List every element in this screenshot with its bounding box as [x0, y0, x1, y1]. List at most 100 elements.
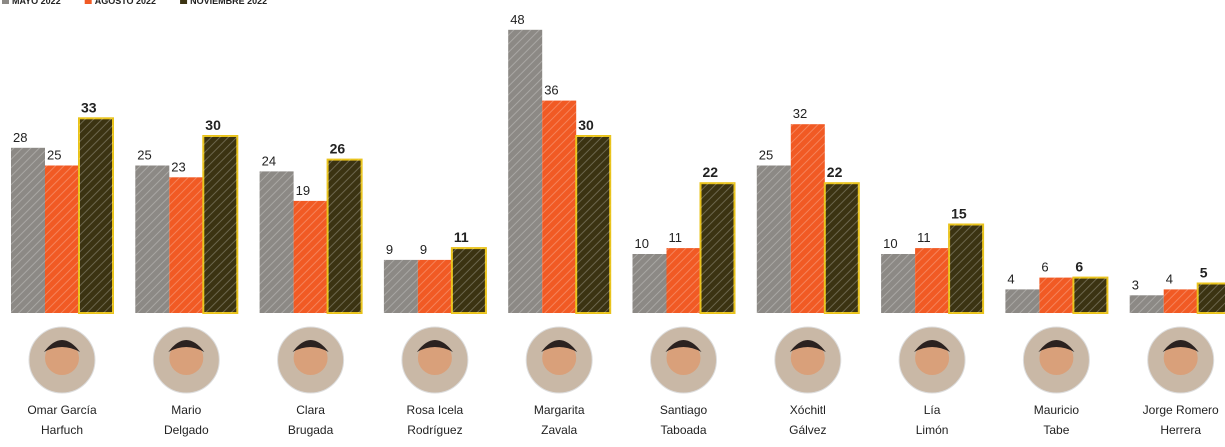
portrait-hair	[914, 340, 951, 352]
x-tick-label: Santiago Taboada	[659, 403, 708, 437]
bar-hatch	[1197, 283, 1225, 313]
bar-hatch	[790, 124, 825, 313]
bar-hatch	[11, 147, 45, 313]
value-label: 19	[296, 183, 310, 198]
x-tick-label: Mario Delgado	[163, 403, 209, 437]
bar-hatch	[576, 136, 611, 313]
value-label: 6	[1075, 259, 1083, 275]
value-label: 3	[1132, 277, 1139, 292]
legend-label: MAYO 2022	[12, 0, 61, 6]
value-label: 32	[793, 106, 807, 121]
x-tick-label: Omar García Harfuch	[27, 403, 97, 437]
bar-hatch	[259, 171, 294, 313]
bar-hatch	[542, 100, 577, 313]
portrait-face	[169, 341, 204, 375]
bar-hatch	[1005, 289, 1040, 313]
bar-hatch	[949, 224, 984, 313]
value-label: 24	[262, 153, 276, 168]
value-label: 15	[951, 206, 967, 222]
portrait-hair	[1038, 340, 1075, 352]
x-tick-label: Jorge Romero Herrera	[1142, 403, 1219, 437]
name-box: Clara Brugada	[287, 403, 334, 437]
value-label: 10	[635, 236, 649, 251]
portrait-hair	[1162, 340, 1199, 352]
portrait-face	[417, 341, 452, 375]
bar-hatch	[824, 183, 859, 313]
value-label: 23	[171, 159, 185, 174]
bar-hatch	[881, 254, 916, 313]
value-label: 22	[827, 164, 843, 180]
x-tick-label: Clara Brugada	[287, 403, 334, 437]
portrait-face	[293, 341, 328, 375]
bar-hatch	[45, 165, 79, 313]
portrait-hair	[416, 340, 453, 352]
value-label: 9	[420, 242, 427, 257]
bar-hatch	[508, 29, 543, 314]
legend-swatch	[180, 0, 188, 4]
value-label: 28	[13, 130, 27, 145]
portrait-face	[542, 341, 577, 375]
portrait-hair	[292, 340, 329, 352]
value-label: 30	[205, 117, 221, 133]
bar-hatch	[169, 177, 204, 313]
value-label: 4	[1007, 271, 1014, 286]
value-label: 10	[883, 236, 897, 251]
portrait-face	[1039, 341, 1074, 375]
bar-hatch	[1073, 277, 1108, 313]
bar-hatch	[666, 248, 701, 313]
bar-hatch	[383, 259, 418, 313]
value-label: 25	[137, 148, 151, 163]
name-box: Mario Delgado	[163, 403, 209, 437]
bar-hatch	[135, 165, 170, 313]
legend-label: AGOSTO 2022	[95, 0, 156, 6]
bar-hatch	[1129, 295, 1164, 313]
portrait-face	[45, 341, 79, 375]
portrait-hair	[44, 340, 80, 352]
value-label: 22	[703, 164, 719, 180]
value-label: 11	[669, 230, 683, 245]
legend-swatch	[84, 0, 92, 4]
x-tick-label: Mauricio Tabe	[1033, 403, 1080, 437]
value-label: 25	[759, 148, 773, 163]
value-label: 25	[47, 148, 61, 163]
value-label: 6	[1041, 260, 1048, 275]
portrait-face	[915, 341, 950, 375]
value-label: 11	[917, 230, 931, 245]
value-label: 4	[1166, 271, 1173, 286]
portrait-face	[666, 341, 701, 375]
bar-hatch	[203, 136, 238, 313]
portrait-hair	[168, 340, 205, 352]
bar-hatch	[79, 118, 113, 313]
bar-hatch	[451, 248, 486, 313]
x-tick-label: Rosa Icela Rodríguez	[406, 403, 464, 437]
bar-hatch	[1039, 277, 1074, 313]
legend-label: NOVIEMBRE 2022	[190, 0, 267, 6]
x-tick-label: Lía Limón	[915, 403, 949, 437]
name-box: Rosa Icela Rodríguez	[406, 403, 464, 437]
value-label: 48	[510, 12, 524, 27]
name-box: Margarita Zavala	[533, 403, 585, 437]
bar-hatch	[632, 254, 667, 313]
x-tick-label: Margarita Zavala	[533, 403, 585, 437]
name-box: Omar García Harfuch	[27, 403, 97, 437]
bar-hatch	[756, 165, 791, 313]
value-label: 5	[1200, 265, 1208, 281]
bar-hatch	[1163, 289, 1198, 313]
name-box: Jorge Romero Herrera	[1142, 403, 1219, 437]
value-label: 9	[386, 242, 393, 257]
value-label: 36	[544, 83, 558, 98]
bar-hatch	[915, 248, 950, 313]
portrait-hair	[665, 340, 702, 352]
bar-hatch	[700, 183, 735, 313]
bar-hatch	[327, 159, 362, 313]
portrait-hair	[789, 340, 826, 352]
portrait-face	[790, 341, 825, 375]
name-box: Mauricio Tabe	[1033, 403, 1080, 437]
portrait-face	[1163, 341, 1198, 375]
name-box: Santiago Taboada	[659, 403, 708, 437]
name-box: Xóchitl Gálvez	[789, 403, 826, 437]
bar-hatch	[293, 200, 328, 313]
value-label: 33	[81, 99, 97, 115]
name-box: Lía Limón	[915, 403, 949, 437]
